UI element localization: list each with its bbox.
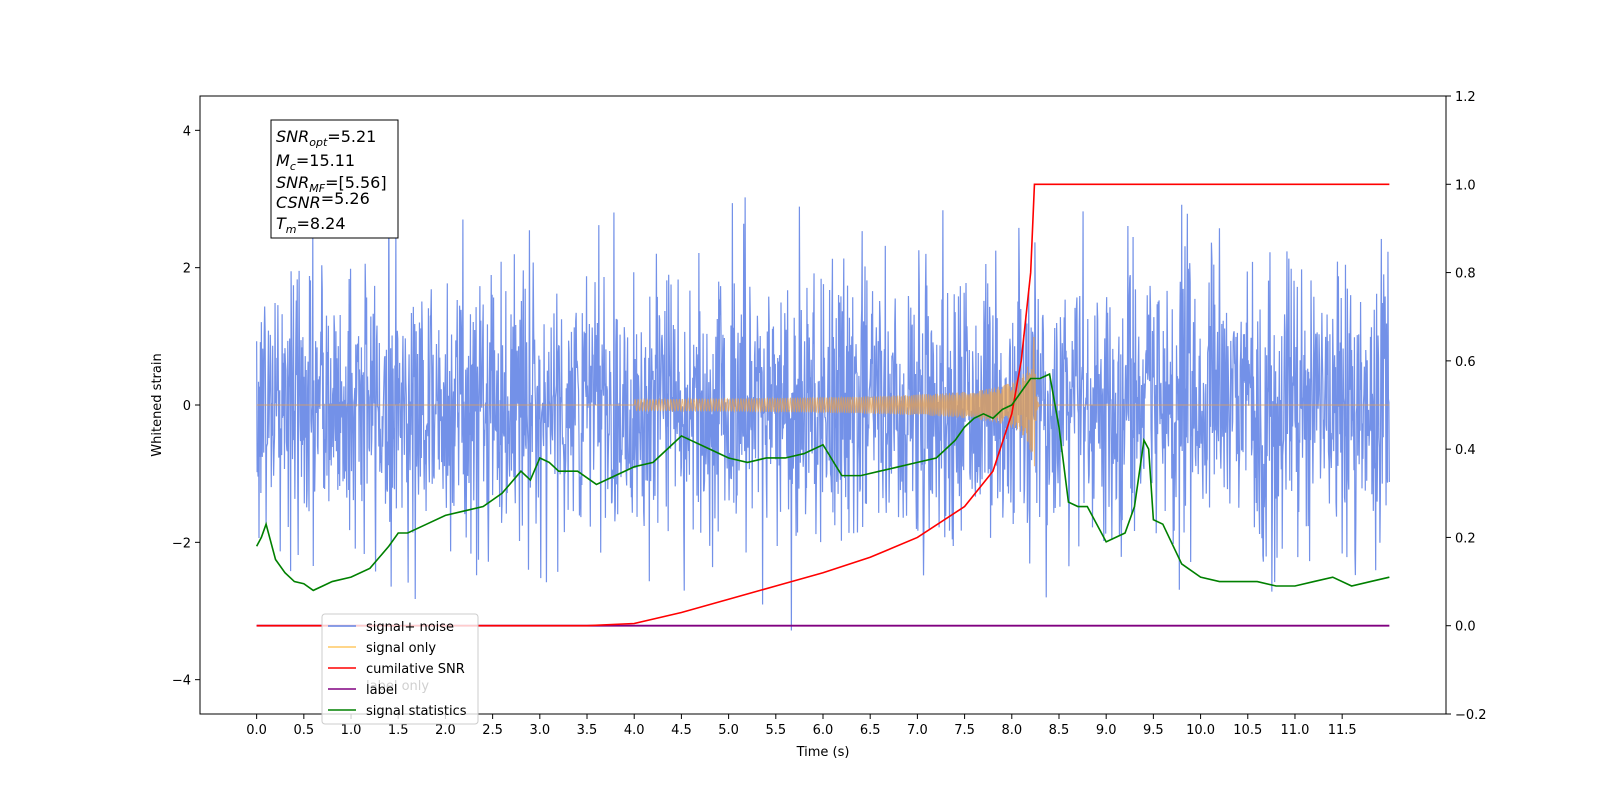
y-right-tick-label: 0.6 (1455, 355, 1476, 370)
x-tick-label: 0.5 (293, 723, 314, 738)
y-left-axis-ticks: −4 −2 0 2 4 (172, 124, 200, 689)
y-right-tick-label: 0.8 (1455, 267, 1476, 282)
y-right-tick-label: 0.4 (1455, 443, 1476, 458)
annotation-tm-base: T (276, 214, 287, 233)
annotation-snr-opt: SNRopt=5.21 (276, 127, 376, 149)
x-tick-label: 2.0 (435, 723, 456, 738)
signal-statistics-series (255, 372, 1390, 592)
x-tick-label: 1.5 (388, 723, 409, 738)
y-left-tick-label: −4 (172, 674, 191, 689)
cumulative-snr-series (256, 183, 1390, 627)
legend-label-cumulative-snr: cumilative SNR (366, 662, 465, 677)
x-tick-label: 3.5 (577, 723, 598, 738)
annotation-mc-sub: c (290, 160, 296, 173)
y-left-tick-label: 4 (183, 124, 191, 139)
annotation-frame (270, 119, 399, 239)
x-tick-label: 6.0 (813, 723, 834, 738)
x-tick-label: 1.0 (341, 723, 362, 738)
y-right-tick-label: −0.2 (1455, 708, 1487, 723)
legend-label-signal-noise: signal+ noise (366, 620, 454, 635)
x-tick-label: 8.5 (1049, 723, 1070, 738)
x-axis-title: Time (s) (796, 745, 850, 760)
signal-only-series (256, 336, 1390, 467)
x-tick-label: 0.0 (246, 723, 267, 738)
y-right-axis-ticks: −0.2 0.0 0.2 0.4 0.6 0.8 1.0 1.2 (1446, 90, 1487, 723)
x-tick-label: 2.5 (482, 723, 503, 738)
annotation-tm: Tm=8.24 (276, 214, 346, 236)
x-tick-label: 10.0 (1186, 723, 1215, 738)
x-tick-label: 6.5 (860, 723, 881, 738)
x-tick-label: 5.5 (765, 723, 786, 738)
annotation-snr-mf-base: SNR (276, 173, 309, 192)
y-right-tick-label: 1.2 (1455, 90, 1476, 105)
signal-noise-series (256, 183, 1390, 631)
x-axis-ticks: 0.0 0.5 1.0 1.5 2.0 2.5 3.0 3.5 4.0 4.5 5.0 5.5 6.0 6… (246, 714, 1357, 738)
annotation-csnr-base: CSNR (276, 193, 321, 212)
annotation-tm-sub: m (286, 223, 297, 236)
legend-label-signal-only: signal only (366, 641, 436, 656)
x-tick-label: 10.5 (1233, 723, 1262, 738)
y-right-tick-label: 0.0 (1455, 620, 1476, 635)
x-tick-label: 8.0 (1001, 723, 1022, 738)
annotation-mc-value: =15.11 (296, 151, 355, 170)
legend-frame (321, 613, 479, 725)
y-left-axis-title: Whitened strain (150, 353, 165, 456)
x-tick-label: 9.5 (1143, 723, 1164, 738)
y-left-tick-label: 0 (183, 399, 191, 414)
annotation-snr-opt-base: SNR (276, 127, 309, 146)
annotation-snr-opt-value: =5.21 (327, 127, 376, 146)
x-tick-label: 7.0 (907, 723, 928, 738)
x-tick-label: 9.0 (1096, 723, 1117, 738)
stats-annotation-box: SNRopt=5.21 Mc=15.11 SNRMF=[5.56] CSNR=5… (270, 119, 399, 239)
y-left-tick-label: 2 (183, 262, 191, 277)
legend-label-signal-statistics: signal statistics (366, 704, 467, 719)
annotation-snr-opt-sub: opt (309, 136, 328, 149)
x-tick-label: 11.0 (1280, 723, 1309, 738)
annotation-mc: Mc=15.11 (276, 151, 355, 173)
annotation-snr-mf-value: =[5.56] (325, 173, 387, 192)
y-right-tick-label: 1.0 (1455, 178, 1476, 193)
x-tick-label: 7.5 (954, 723, 975, 738)
x-tick-label: 5.0 (718, 723, 739, 738)
x-tick-label: 4.5 (671, 723, 692, 738)
x-tick-label: 3.0 (529, 723, 550, 738)
annotation-csnr: CSNR=5.26 (276, 189, 370, 212)
legend-label-label: label (366, 683, 397, 698)
legend-hidden-text: label only (366, 679, 429, 694)
x-tick-label: 4.0 (624, 723, 645, 738)
x-tick-label: 11.5 (1328, 723, 1357, 738)
annotation-snr-mf: SNRMF=[5.56] (276, 173, 387, 195)
legend: label only signal+ noise signal only cum… (321, 613, 479, 725)
annotation-csnr-value: =5.26 (321, 189, 370, 208)
y-right-tick-label: 0.2 (1455, 531, 1476, 546)
annotation-mc-base: M (276, 151, 290, 170)
annotation-snr-mf-sub: MF (309, 182, 325, 195)
y-left-tick-label: −2 (172, 536, 191, 551)
annotation-tm-value: =8.24 (297, 214, 346, 233)
